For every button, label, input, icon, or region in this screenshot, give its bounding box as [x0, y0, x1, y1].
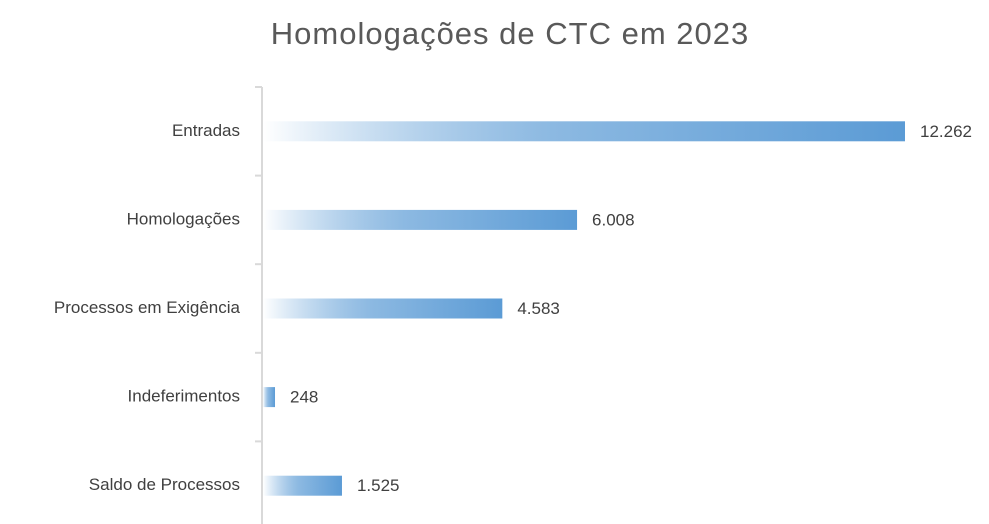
bar: [263, 209, 578, 230]
y-tick-label: Homologações: [127, 209, 240, 228]
y-tick-label: Entradas: [172, 121, 240, 140]
data-label: 1.525: [357, 476, 400, 495]
y-tick-label: Indeferimentos: [128, 387, 240, 406]
bar: [263, 121, 905, 142]
y-tick-label: Processos em Exigência: [54, 298, 241, 317]
data-label: 6.008: [592, 210, 635, 229]
bar: [263, 475, 342, 496]
y-tick-label: Saldo de Processos: [89, 475, 240, 494]
chart-title: Homologações de CTC em 2023: [271, 16, 749, 51]
data-label: 4.583: [517, 299, 560, 318]
bar: [263, 298, 503, 319]
data-label: 12.262: [920, 122, 972, 141]
data-label: 248: [290, 388, 318, 407]
bar: [263, 387, 276, 408]
